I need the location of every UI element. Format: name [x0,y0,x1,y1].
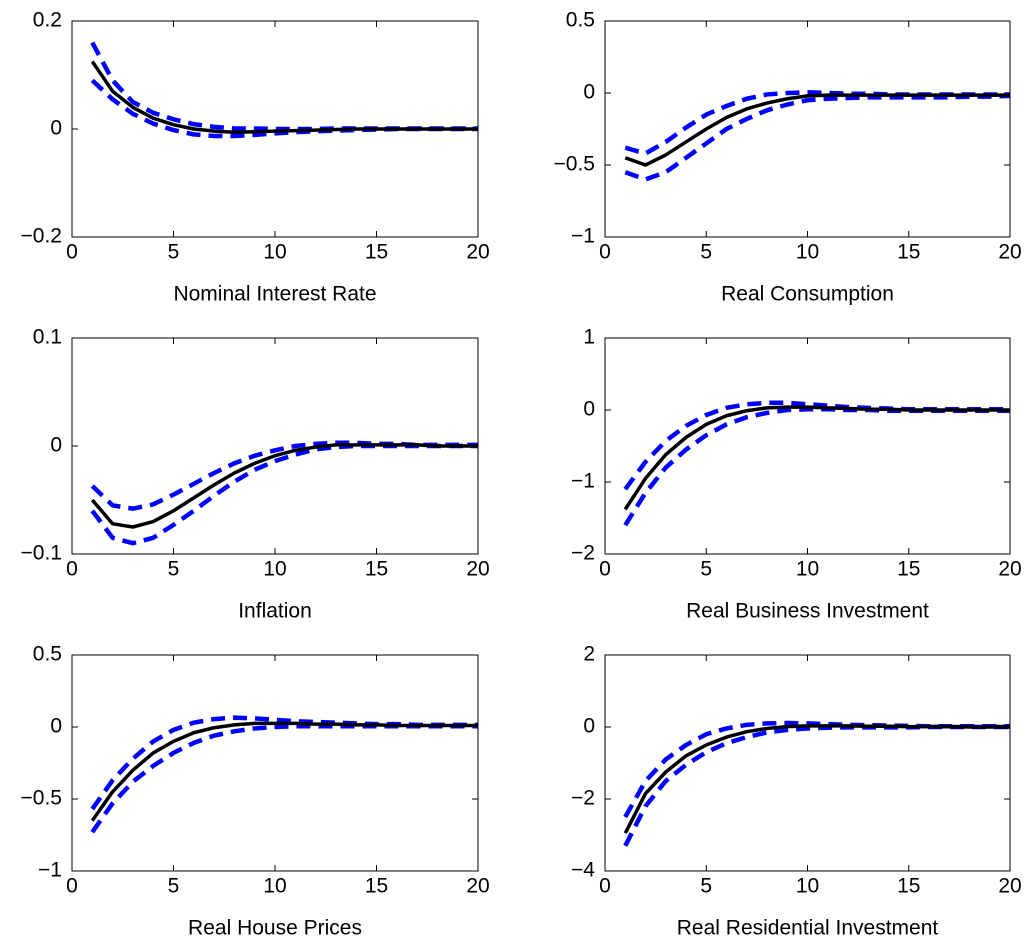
y-tick-label: 0.1 [33,326,62,349]
y-tick-label: −4 [571,859,595,882]
y-tick-label: 0.2 [33,9,62,32]
series-line [90,60,478,134]
y-tick-label: −0.2 [21,225,62,248]
series-line [624,93,1010,167]
axes-box [605,655,1010,871]
x-tick-label: 15 [365,558,388,581]
x-tick-label: 0 [66,875,78,898]
y-tick-label: −0.5 [554,153,595,176]
x-tick-label: 15 [365,875,388,898]
series-line [90,721,478,822]
x-tick-label: 10 [263,241,286,264]
x-tick-label: 20 [998,558,1021,581]
x-tick-label: 15 [365,241,388,264]
y-tick-label: 0 [583,81,595,104]
x-axis-label: Real Business Investment [686,600,929,623]
x-axis-label: Real Residential Investment [677,917,939,940]
x-tick-label: 5 [168,875,180,898]
series-line [624,93,1011,182]
y-tick-label: 2 [583,643,595,666]
x-tick-label: 10 [263,558,286,581]
y-tick-label: −1 [571,470,595,493]
axes-frame [71,20,479,238]
axes-box [72,655,478,871]
x-axis-label: Nominal Interest Rate [173,283,376,306]
y-tick-label: −0.5 [21,787,62,810]
x-tick-label: 5 [700,875,712,898]
x-tick-label: 10 [796,558,819,581]
axes-frame [604,337,1011,555]
axes-frame [71,337,479,555]
x-tick-label: 0 [599,241,611,264]
x-tick-label: 0 [599,875,611,898]
series-line [623,405,1010,511]
y-tick-label: 0 [50,434,62,457]
x-tick-label: 5 [700,241,712,264]
x-tick-label: 5 [168,558,180,581]
x-tick-label: 10 [796,241,819,264]
y-tick-label: 0 [583,715,595,738]
x-tick-label: 15 [897,875,920,898]
x-axis-label: Inflation [238,600,312,623]
axes-box [605,338,1010,554]
series-line [623,407,1010,527]
y-tick-label: −1 [571,225,595,248]
axes-frame [71,654,479,872]
x-tick-label: 20 [466,558,489,581]
x-axis-label: Real Consumption [721,283,894,306]
x-tick-label: 20 [998,875,1021,898]
x-axis-label: Real House Prices [188,917,362,940]
y-tick-label: −2 [571,787,595,810]
x-tick-label: 0 [66,241,78,264]
y-tick-label: 0.5 [566,9,595,32]
y-tick-label: 0 [50,117,62,140]
y-tick-label: −2 [571,542,595,565]
y-tick-label: 1 [583,326,595,349]
x-tick-label: 20 [998,241,1021,264]
x-tick-label: 20 [466,875,489,898]
series-line [623,724,1010,834]
x-tick-label: 10 [263,875,286,898]
x-tick-label: 15 [897,558,920,581]
axes-frame [604,654,1011,872]
x-tick-label: 10 [796,875,819,898]
series-line [90,443,478,529]
x-tick-label: 15 [897,241,920,264]
x-tick-label: 0 [599,558,611,581]
axes-frame [604,20,1011,238]
y-tick-label: 0 [583,398,595,421]
x-tick-label: 5 [168,241,180,264]
x-tick-label: 20 [466,241,489,264]
y-tick-label: −1 [38,859,62,882]
y-tick-label: −0.1 [21,542,62,565]
x-tick-label: 0 [66,558,78,581]
axes-box [605,21,1010,237]
y-tick-label: 0.5 [33,643,62,666]
x-tick-label: 5 [700,558,712,581]
y-tick-label: 0 [50,715,62,738]
